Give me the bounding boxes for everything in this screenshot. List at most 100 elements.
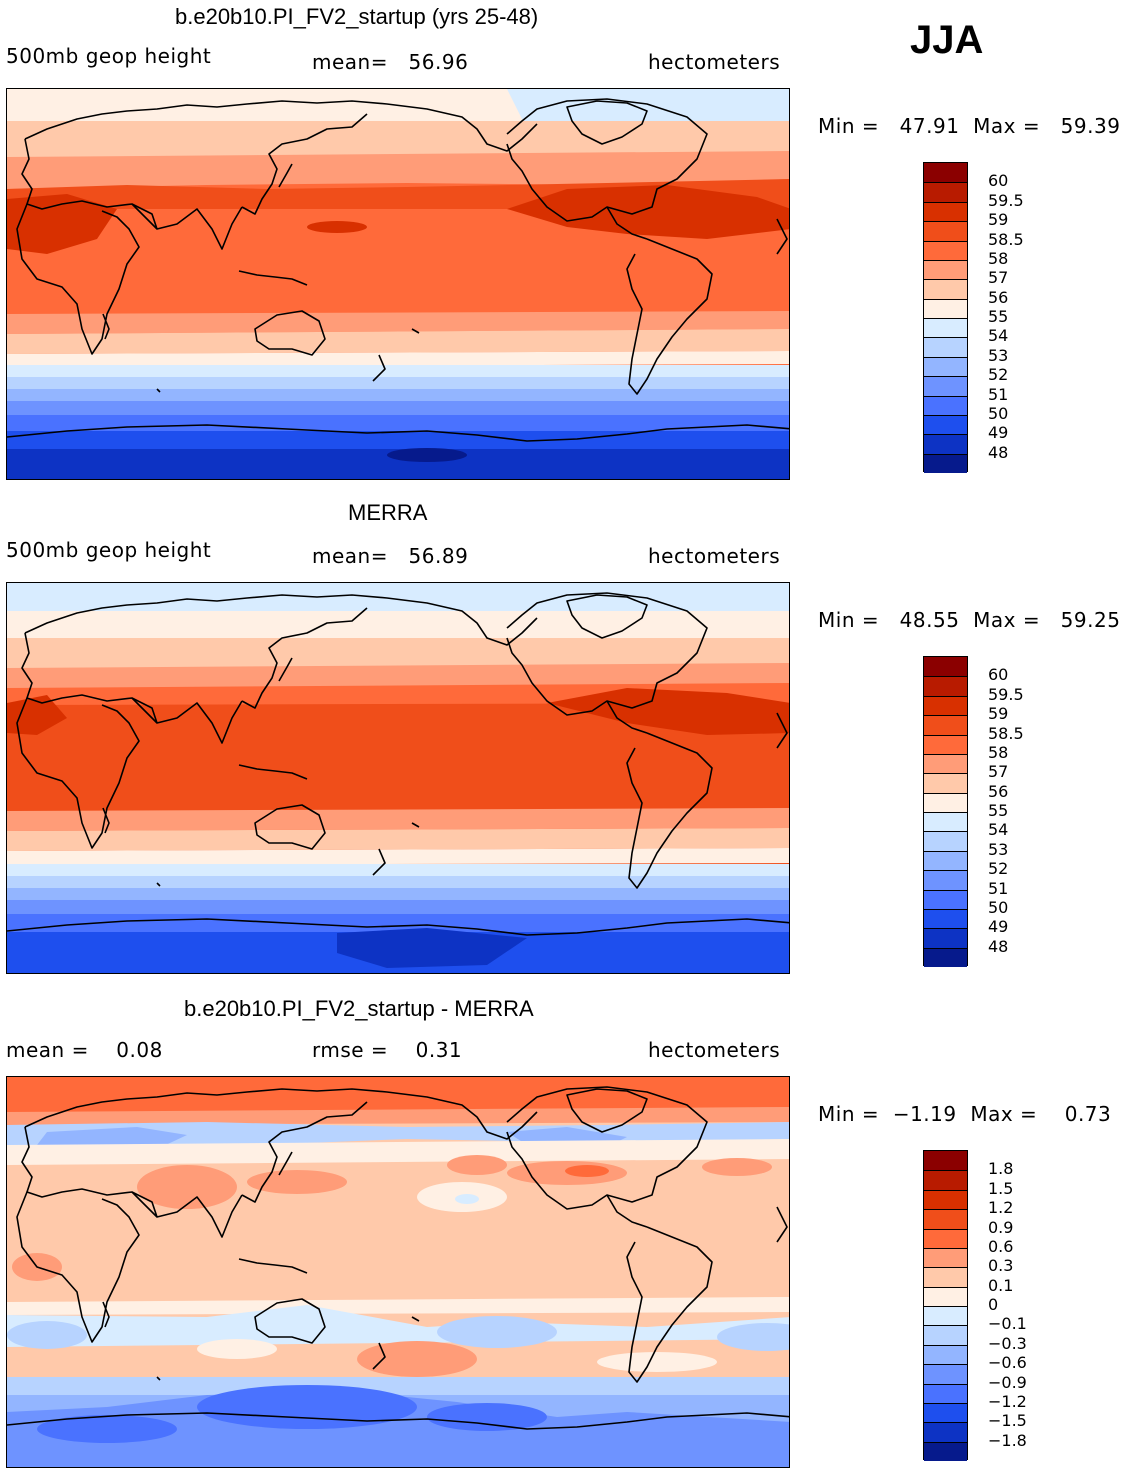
colorbar-swatch: [924, 812, 967, 832]
panel3-map: [6, 1076, 790, 1468]
colorbar-swatch: [924, 1383, 967, 1403]
panel3-minmax: Min = −1.19 Max = 0.73: [818, 1102, 1112, 1126]
colorbar-tick-label: 0.3: [988, 1256, 1014, 1276]
colorbar-tick-label: 49: [988, 423, 1009, 443]
colorbar-tick-label: −1.5: [988, 1411, 1027, 1431]
colorbar-tick-label: 0.9: [988, 1217, 1014, 1237]
colorbar-tick-label: 58.5: [988, 723, 1024, 743]
panel1-minmax: Min = 47.91 Max = 59.39: [818, 114, 1121, 138]
panel2-contour-map: [7, 583, 789, 973]
colorbar-swatch: [924, 870, 967, 890]
colorbar-tick-label: 1.5: [988, 1178, 1014, 1198]
colorbar-swatch: [924, 414, 967, 435]
colorbar-tick-label: 50: [988, 897, 1009, 917]
colorbar-swatch: [924, 947, 967, 967]
colorbar-swatch: [924, 240, 967, 260]
colorbar-tick-label: 0.1: [988, 1275, 1014, 1295]
colorbar-swatch: [924, 182, 967, 202]
colorbar-tick-label: 49: [988, 917, 1009, 937]
colorbar-tick-label: 56: [988, 287, 1009, 307]
colorbar-tick-label: 54: [988, 326, 1009, 346]
panel1-mean-label: mean= 56.96: [312, 50, 469, 74]
colorbar-tick-label: −0.9: [988, 1372, 1027, 1392]
colorbar-tick-label: 51: [988, 384, 1009, 404]
colorbar-tick-label: 57: [988, 762, 1009, 782]
colorbar-swatch: [924, 1228, 967, 1248]
colorbar-swatch: [924, 356, 967, 377]
colorbar-swatch: [924, 1247, 967, 1268]
colorbar-swatch: [924, 831, 967, 851]
colorbar-swatch: [924, 1306, 967, 1326]
colorbar-tick-label: 52: [988, 859, 1009, 879]
colorbar-swatch: [924, 657, 967, 677]
panel2-variable-label: 500mb geop height: [6, 538, 212, 562]
colorbar-tick-label: 54: [988, 820, 1009, 840]
colorbar-swatch: [924, 298, 967, 318]
colorbar-swatch: [924, 1209, 967, 1229]
colorbar-swatch: [924, 928, 967, 948]
colorbar-tick-label: 53: [988, 839, 1009, 859]
panel2-colorbar: [923, 656, 968, 967]
colorbar-swatch: [924, 434, 967, 454]
colorbar-swatch: [924, 889, 967, 909]
panel1-units-label: hectometers: [648, 50, 781, 74]
colorbar-swatch: [924, 1170, 967, 1190]
colorbar-swatch: [924, 1286, 967, 1306]
colorbar-swatch: [924, 1325, 967, 1345]
colorbar-tick-label: −0.6: [988, 1353, 1027, 1373]
colorbar-tick-label: 56: [988, 781, 1009, 801]
colorbar-tick-label: 1.2: [988, 1198, 1014, 1218]
panel1-title: b.e20b10.PI_FV2_startup (yrs 25-48): [175, 4, 539, 29]
colorbar-swatch: [924, 1364, 967, 1384]
colorbar-tick-label: 0.6: [988, 1236, 1014, 1256]
colorbar-tick-label: 51: [988, 878, 1009, 898]
panel1-colorbar: [923, 162, 968, 473]
colorbar-swatch: [924, 279, 967, 299]
colorbar-tick-label: 48: [988, 442, 1009, 462]
colorbar-tick-label: 60: [988, 665, 1009, 685]
colorbar-swatch: [924, 1151, 967, 1171]
colorbar-tick-label: −1.2: [988, 1391, 1027, 1411]
colorbar-swatch: [924, 850, 967, 871]
colorbar-swatch: [924, 395, 967, 415]
colorbar-tick-label: 55: [988, 801, 1009, 820]
colorbar-swatch: [924, 318, 967, 338]
panel2-title: MERRA: [348, 500, 428, 525]
panel2-map: [6, 582, 790, 974]
colorbar-swatch: [924, 163, 967, 183]
colorbar-tick-label: 50: [988, 403, 1009, 423]
panel2-units-label: hectometers: [648, 544, 781, 568]
colorbar-tick-label: −1.8: [988, 1430, 1027, 1450]
panel1-variable-label: 500mb geop height: [6, 44, 212, 68]
colorbar-swatch: [924, 1422, 967, 1442]
colorbar-swatch: [924, 1189, 967, 1210]
colorbar-swatch: [924, 1267, 967, 1287]
colorbar-tick-label: −0.3: [988, 1333, 1027, 1353]
panel3-units-label: hectometers: [648, 1038, 781, 1062]
colorbar-swatch: [924, 715, 967, 735]
colorbar-tick-label: 1.8: [988, 1159, 1014, 1179]
panel2-mean-label: mean= 56.89: [312, 544, 469, 568]
colorbar-tick-label: 48: [988, 936, 1009, 956]
colorbar-swatch: [924, 773, 967, 793]
colorbar-swatch: [924, 734, 967, 754]
colorbar-tick-label: 59: [988, 704, 1009, 724]
panel1-map: [6, 88, 790, 480]
panel3-rmse-label: rmse = 0.31: [312, 1038, 463, 1062]
colorbar-swatch: [924, 259, 967, 280]
colorbar-tick-label: 58: [988, 248, 1009, 268]
colorbar-tick-label: 60: [988, 171, 1009, 191]
colorbar-swatch: [924, 753, 967, 774]
colorbar-swatch: [924, 695, 967, 716]
panel3-contour-map: [7, 1077, 789, 1467]
colorbar-swatch: [924, 453, 967, 473]
colorbar-swatch: [924, 337, 967, 357]
colorbar-swatch: [924, 792, 967, 812]
colorbar-swatch: [924, 908, 967, 929]
season-label: JJA: [910, 18, 984, 62]
panel3-mean-label: mean = 0.08: [6, 1038, 163, 1062]
colorbar-tick-label: 52: [988, 365, 1009, 385]
colorbar-swatch: [924, 201, 967, 222]
panel2-minmax: Min = 48.55 Max = 59.25: [818, 608, 1121, 632]
colorbar-swatch: [924, 1344, 967, 1365]
